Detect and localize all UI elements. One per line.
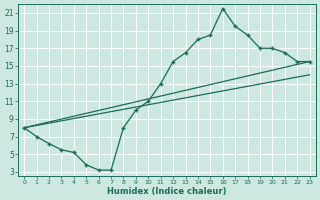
X-axis label: Humidex (Indice chaleur): Humidex (Indice chaleur) xyxy=(107,187,227,196)
